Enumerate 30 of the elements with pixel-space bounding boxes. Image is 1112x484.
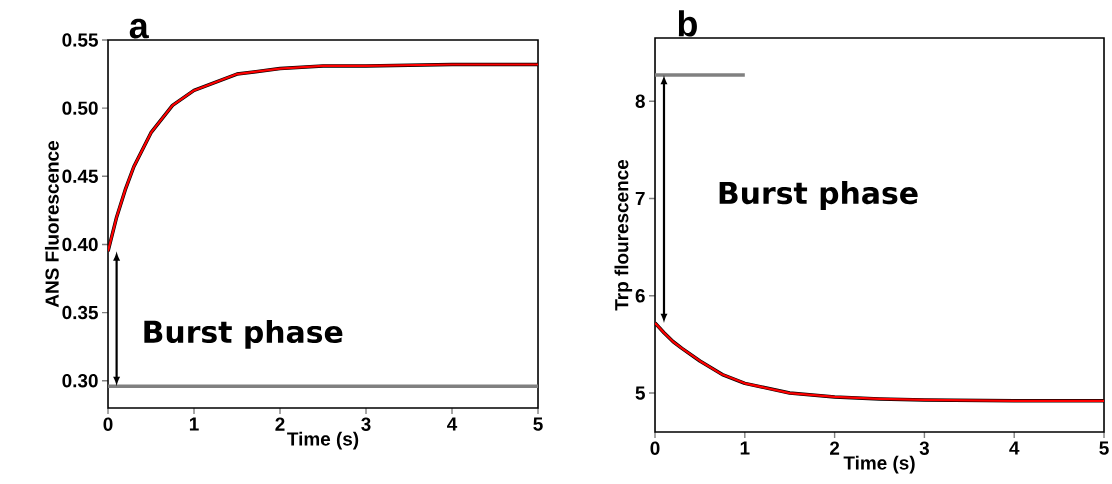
y-axis-title: Trp flourescence (614, 159, 633, 311)
x-tick-label: 3 (919, 441, 929, 455)
y-tick-label: 0.55 (62, 33, 98, 47)
chart-title: b (678, 10, 697, 37)
y-tick-label: 0.35 (62, 305, 98, 320)
x-axis-title: Time (s) (287, 431, 359, 450)
x-tick-label: 4 (447, 417, 458, 431)
chart-title: a (129, 18, 149, 39)
x-axis-title: Time (s) (843, 455, 915, 474)
y-tick-label: 7 (635, 192, 645, 206)
annotation: Burst phase (719, 181, 918, 211)
x-tick-label: 2 (830, 441, 840, 455)
x-tick-label: 0 (650, 441, 660, 455)
y-tick-label: 8 (635, 94, 645, 108)
y-tick-label: 6 (635, 289, 645, 303)
x-tick-label: 5 (1099, 441, 1109, 455)
y-axis-title: ANS Fluorescence (44, 141, 59, 308)
y-tick-label: 0.40 (62, 237, 98, 252)
x-tick-label: 3 (361, 417, 371, 431)
x-tick-label: 2 (275, 417, 285, 431)
y-tick-label: 0.50 (62, 101, 98, 115)
x-tick-label: 5 (533, 417, 543, 431)
y-tick-label: 0.30 (62, 374, 98, 388)
annotation: Burst phase (144, 319, 343, 349)
y-tick-label: 5 (635, 386, 645, 400)
x-tick-label: 0 (103, 417, 113, 431)
x-tick-label: 1 (189, 417, 199, 431)
y-tick-label: 0.45 (62, 169, 98, 183)
x-tick-label: 1 (740, 441, 750, 455)
x-tick-label: 4 (1009, 441, 1020, 455)
